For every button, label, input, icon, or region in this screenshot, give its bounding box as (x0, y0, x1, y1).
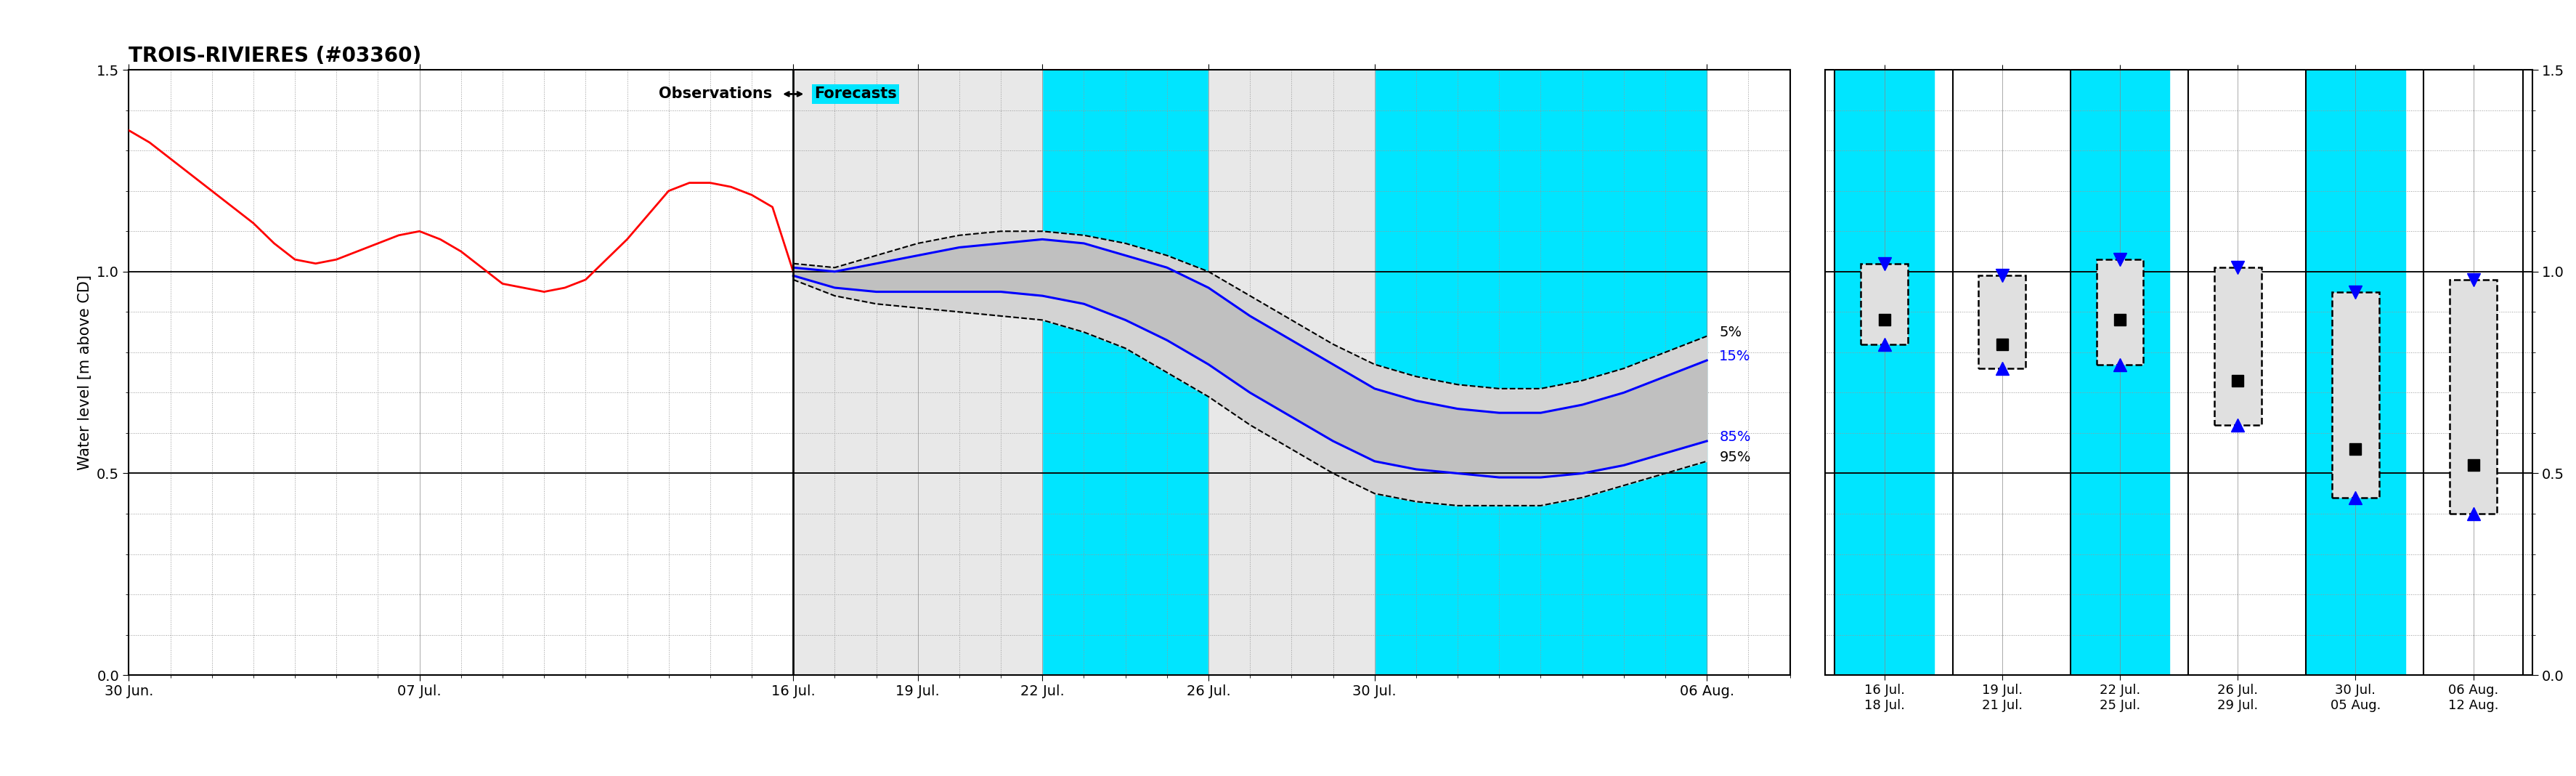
Bar (793, 70, 917, 675)
Y-axis label: Water level [m above CD]: Water level [m above CD] (77, 275, 93, 470)
Bar (1834, 70, 1935, 675)
Text: 15%: 15% (1718, 349, 1752, 363)
Text: Forecasts: Forecasts (814, 87, 896, 102)
Bar (2071, 70, 2169, 675)
Text: TROIS-RIVIERES (#03360): TROIS-RIVIERES (#03360) (129, 46, 422, 66)
Bar (2215, 268, 2262, 425)
Bar (1043, 70, 1208, 675)
Bar (1978, 275, 2025, 369)
Bar (1860, 264, 1909, 345)
Bar (2306, 70, 2406, 675)
Bar (2097, 259, 2143, 365)
Bar (2331, 292, 2380, 497)
Text: 95%: 95% (1718, 450, 1752, 464)
Bar (793, 70, 917, 675)
Bar (1208, 70, 1376, 675)
Bar (2450, 279, 2496, 514)
Bar (1376, 70, 1708, 675)
Text: Observations: Observations (659, 87, 773, 102)
Text: 85%: 85% (1718, 430, 1752, 444)
Text: 5%: 5% (1718, 325, 1741, 339)
Bar (917, 70, 1043, 675)
